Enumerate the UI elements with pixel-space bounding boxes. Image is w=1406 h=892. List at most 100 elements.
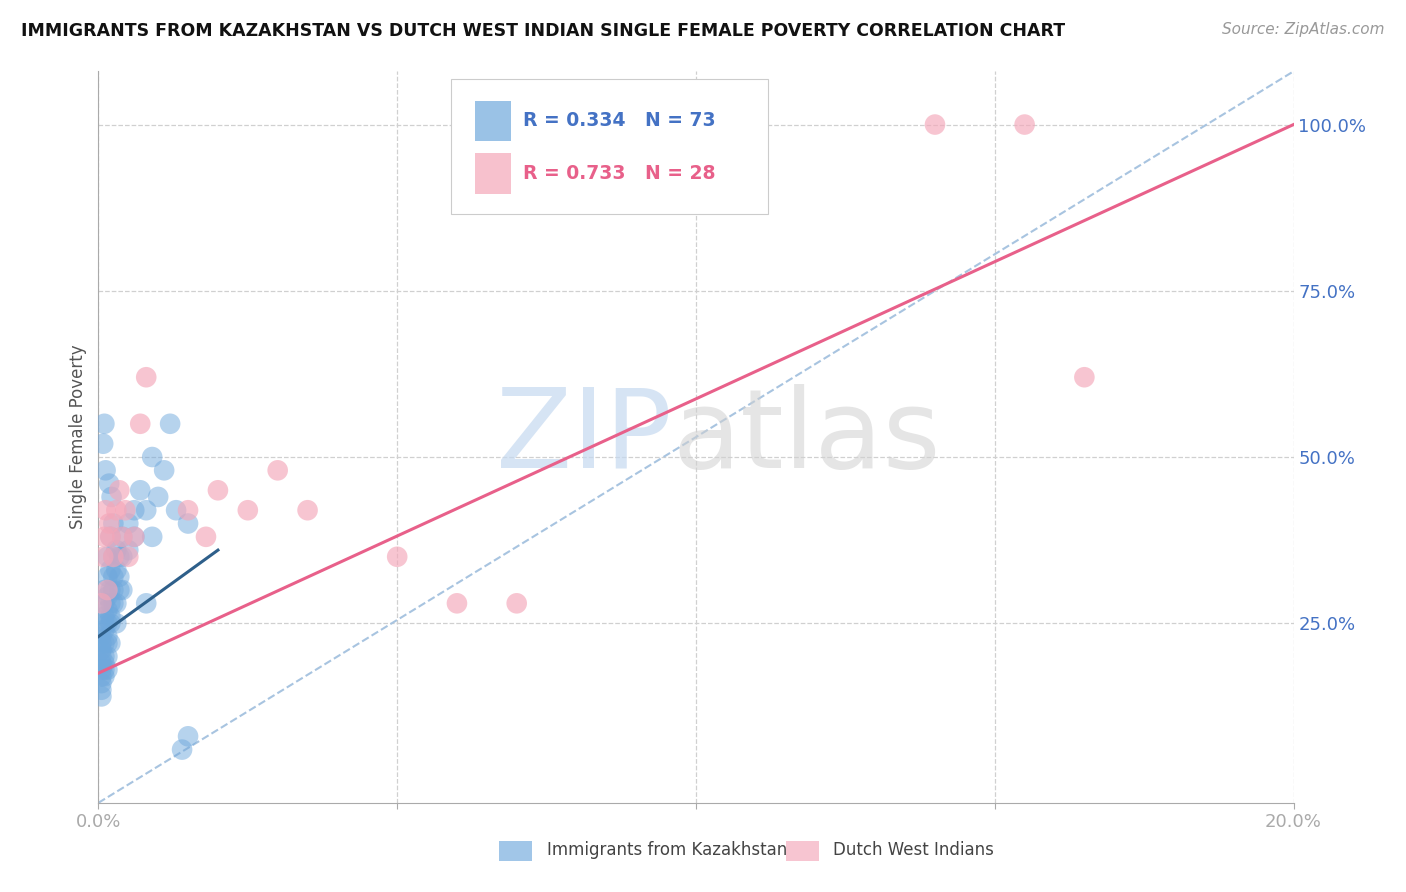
Point [297,503,319,517]
Text: IMMIGRANTS FROM KAZAKHSTAN VS DUTCH WEST INDIAN SINGLE FEMALE POVERTY CORRELATIO: IMMIGRANTS FROM KAZAKHSTAN VS DUTCH WEST… [21,22,1066,40]
Point [94,503,117,517]
Point [93,582,115,597]
Point [141,450,163,464]
Point [105,596,128,610]
Point [236,503,259,517]
Point [96,603,118,617]
Point [105,543,128,558]
Point [117,516,139,531]
Point [103,549,125,564]
Point [111,530,134,544]
Point [96,549,118,564]
Point [108,582,131,597]
Point [135,370,157,384]
Point [108,570,131,584]
Point [207,483,229,498]
FancyBboxPatch shape [451,78,768,214]
Point [96,570,118,584]
Point [96,616,118,631]
Point [98,636,122,650]
Point [1014,118,1036,132]
Point [93,530,115,544]
Point [90,663,112,677]
Point [129,483,152,498]
Point [96,630,118,644]
Text: R = 0.733   N = 28: R = 0.733 N = 28 [523,164,716,183]
Point [91,549,114,564]
Point [159,417,181,431]
Point [93,417,115,431]
Bar [786,841,820,862]
Point [96,582,118,597]
Point [124,530,146,544]
Text: atlas: atlas [672,384,941,491]
Point [93,636,115,650]
Point [98,530,122,544]
Point [98,516,121,531]
Point [98,530,122,544]
Point [924,118,946,132]
Point [117,549,139,564]
Point [98,563,122,577]
Point [446,596,468,610]
Point [96,636,118,650]
Point [129,417,152,431]
Point [103,549,125,564]
Point [124,530,146,544]
Text: R = 0.334   N = 73: R = 0.334 N = 73 [523,111,716,130]
Text: ZIP: ZIP [496,384,672,491]
Point [103,582,125,597]
Point [172,742,194,756]
Point [385,549,409,564]
Point [98,609,122,624]
Point [90,636,112,650]
Point [506,596,529,610]
Point [96,590,118,604]
Point [135,596,157,610]
Point [90,690,112,704]
Point [124,503,146,517]
Point [98,582,122,597]
Bar [499,841,533,862]
Point [141,530,163,544]
Point [98,596,122,610]
Point [93,609,115,624]
Point [96,649,118,664]
Point [90,649,112,664]
Point [105,503,128,517]
Point [93,649,115,664]
Point [93,596,115,610]
Point [148,490,170,504]
Text: Source: ZipAtlas.com: Source: ZipAtlas.com [1222,22,1385,37]
Point [267,463,290,477]
Point [177,729,200,743]
Point [103,570,125,584]
Point [98,616,122,631]
Point [111,549,134,564]
Point [135,503,157,517]
Point [90,682,112,697]
Text: Dutch West Indians: Dutch West Indians [834,841,994,859]
Point [1073,370,1095,384]
Point [93,656,115,670]
Point [96,663,118,677]
Point [108,549,131,564]
Point [111,582,134,597]
Point [98,476,121,491]
Point [93,669,115,683]
Point [90,669,112,683]
Point [103,596,125,610]
Point [105,563,128,577]
Point [90,630,112,644]
Point [90,676,112,690]
Text: Immigrants from Kazakhstan: Immigrants from Kazakhstan [547,841,787,859]
Point [195,530,218,544]
Point [93,663,115,677]
Point [153,463,176,477]
Point [111,530,134,544]
Point [91,436,114,450]
Point [90,643,112,657]
Point [177,516,200,531]
Bar [475,101,510,141]
Point [90,596,112,610]
